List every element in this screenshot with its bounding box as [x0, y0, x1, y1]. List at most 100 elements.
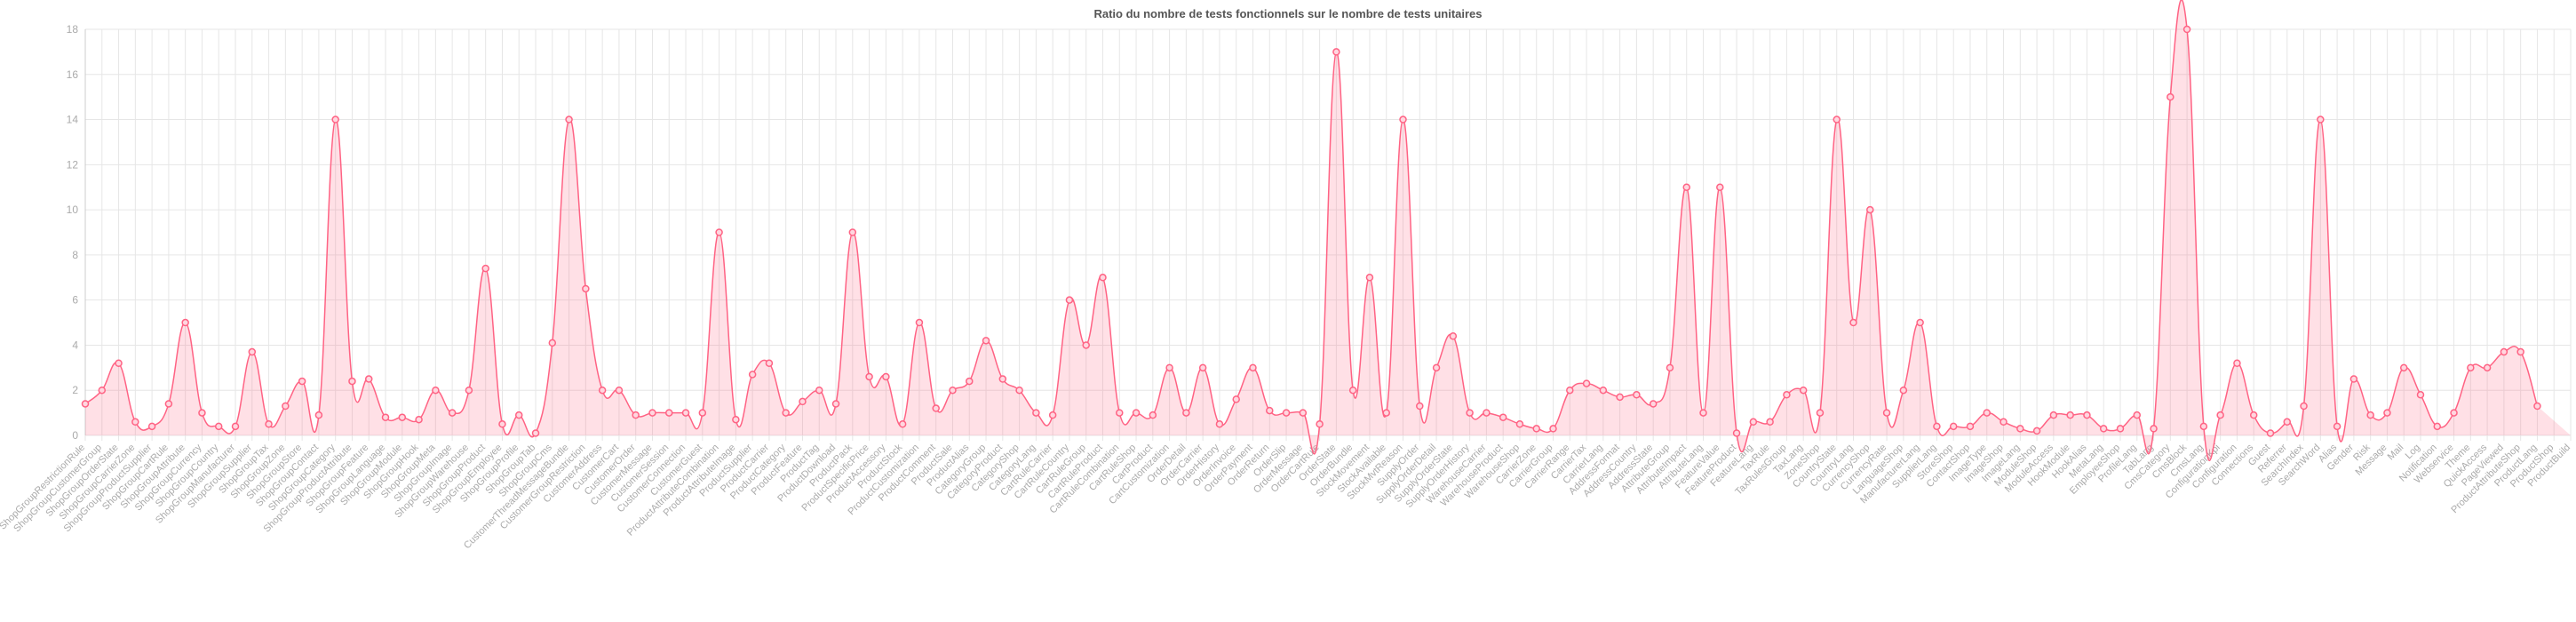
point	[949, 386, 957, 395]
point	[2199, 422, 2208, 431]
point	[732, 415, 740, 424]
point	[115, 359, 123, 368]
point	[2483, 363, 2492, 372]
point	[381, 413, 390, 421]
point	[598, 386, 607, 395]
point	[664, 409, 673, 417]
point	[1582, 379, 1591, 387]
point	[2416, 391, 2425, 399]
point	[1732, 429, 1741, 437]
point	[898, 420, 907, 428]
point	[1882, 409, 1891, 417]
point	[1198, 363, 1207, 372]
chart-title: Ratio du nombre de tests fonctionnels su…	[1093, 7, 1482, 20]
point	[2182, 25, 2191, 34]
point	[2133, 411, 2142, 419]
x-tick-label: Mail	[2386, 443, 2406, 463]
point	[1332, 48, 1340, 56]
point	[1749, 418, 1758, 427]
point	[2516, 347, 2524, 356]
point	[1933, 422, 1941, 431]
point	[2249, 411, 2258, 419]
point	[1299, 409, 1308, 417]
point	[2383, 409, 2391, 417]
point	[1266, 406, 1274, 415]
point	[2300, 402, 2308, 411]
point	[2467, 363, 2475, 372]
point	[1532, 425, 1540, 433]
point	[998, 375, 1007, 383]
point	[198, 409, 206, 417]
point	[531, 429, 540, 437]
point	[214, 422, 223, 431]
point	[1483, 409, 1491, 417]
point	[982, 337, 990, 345]
point	[2283, 418, 2292, 427]
point	[2016, 425, 2024, 433]
point	[1783, 391, 1791, 399]
point	[465, 386, 473, 395]
point	[1399, 116, 1407, 124]
point	[498, 420, 506, 428]
y-tick-label: 8	[72, 249, 78, 261]
point	[2083, 411, 2091, 419]
point	[432, 386, 440, 395]
point	[1015, 386, 1023, 395]
point	[1916, 318, 1924, 327]
point	[2450, 409, 2458, 417]
point	[164, 400, 173, 408]
point	[1466, 409, 1474, 417]
point	[1799, 386, 1808, 395]
point	[2500, 347, 2508, 356]
point	[2349, 375, 2358, 383]
point	[681, 409, 690, 417]
point	[1599, 386, 1608, 395]
point	[2233, 359, 2241, 368]
point	[848, 228, 857, 236]
point	[1215, 420, 1224, 428]
point	[698, 409, 707, 417]
y-tick-label: 4	[72, 339, 78, 351]
point	[1816, 409, 1825, 417]
point	[265, 420, 273, 428]
point	[1983, 409, 1992, 417]
point	[364, 375, 373, 383]
point	[782, 409, 790, 417]
point	[1499, 413, 1507, 421]
y-tick-label: 2	[72, 384, 78, 396]
point	[1666, 363, 1674, 372]
point	[615, 386, 624, 395]
point	[1165, 363, 1173, 372]
point	[81, 400, 90, 408]
point	[831, 400, 840, 408]
point	[1633, 391, 1641, 399]
point	[748, 371, 757, 379]
point	[1132, 409, 1141, 417]
line	[84, 0, 2539, 461]
point	[1116, 409, 1124, 417]
point	[1416, 402, 1424, 411]
point	[882, 372, 890, 381]
point	[1348, 386, 1357, 395]
y-tick-label: 6	[72, 294, 78, 307]
point	[181, 318, 189, 327]
point	[1232, 395, 1240, 403]
point	[1566, 386, 1574, 395]
point	[1849, 318, 1857, 327]
point	[915, 318, 924, 327]
point	[248, 347, 257, 356]
point	[481, 264, 489, 273]
point	[1365, 274, 1374, 282]
point	[514, 411, 523, 419]
point	[1766, 418, 1774, 427]
point	[1833, 116, 1841, 124]
point	[131, 418, 139, 427]
point	[147, 422, 156, 431]
point	[865, 372, 873, 381]
y-tick-label: 10	[67, 203, 79, 216]
point	[2032, 427, 2041, 435]
point	[1249, 363, 1257, 372]
y-tick-label: 14	[67, 114, 79, 126]
point	[2533, 402, 2541, 411]
point	[98, 386, 107, 395]
